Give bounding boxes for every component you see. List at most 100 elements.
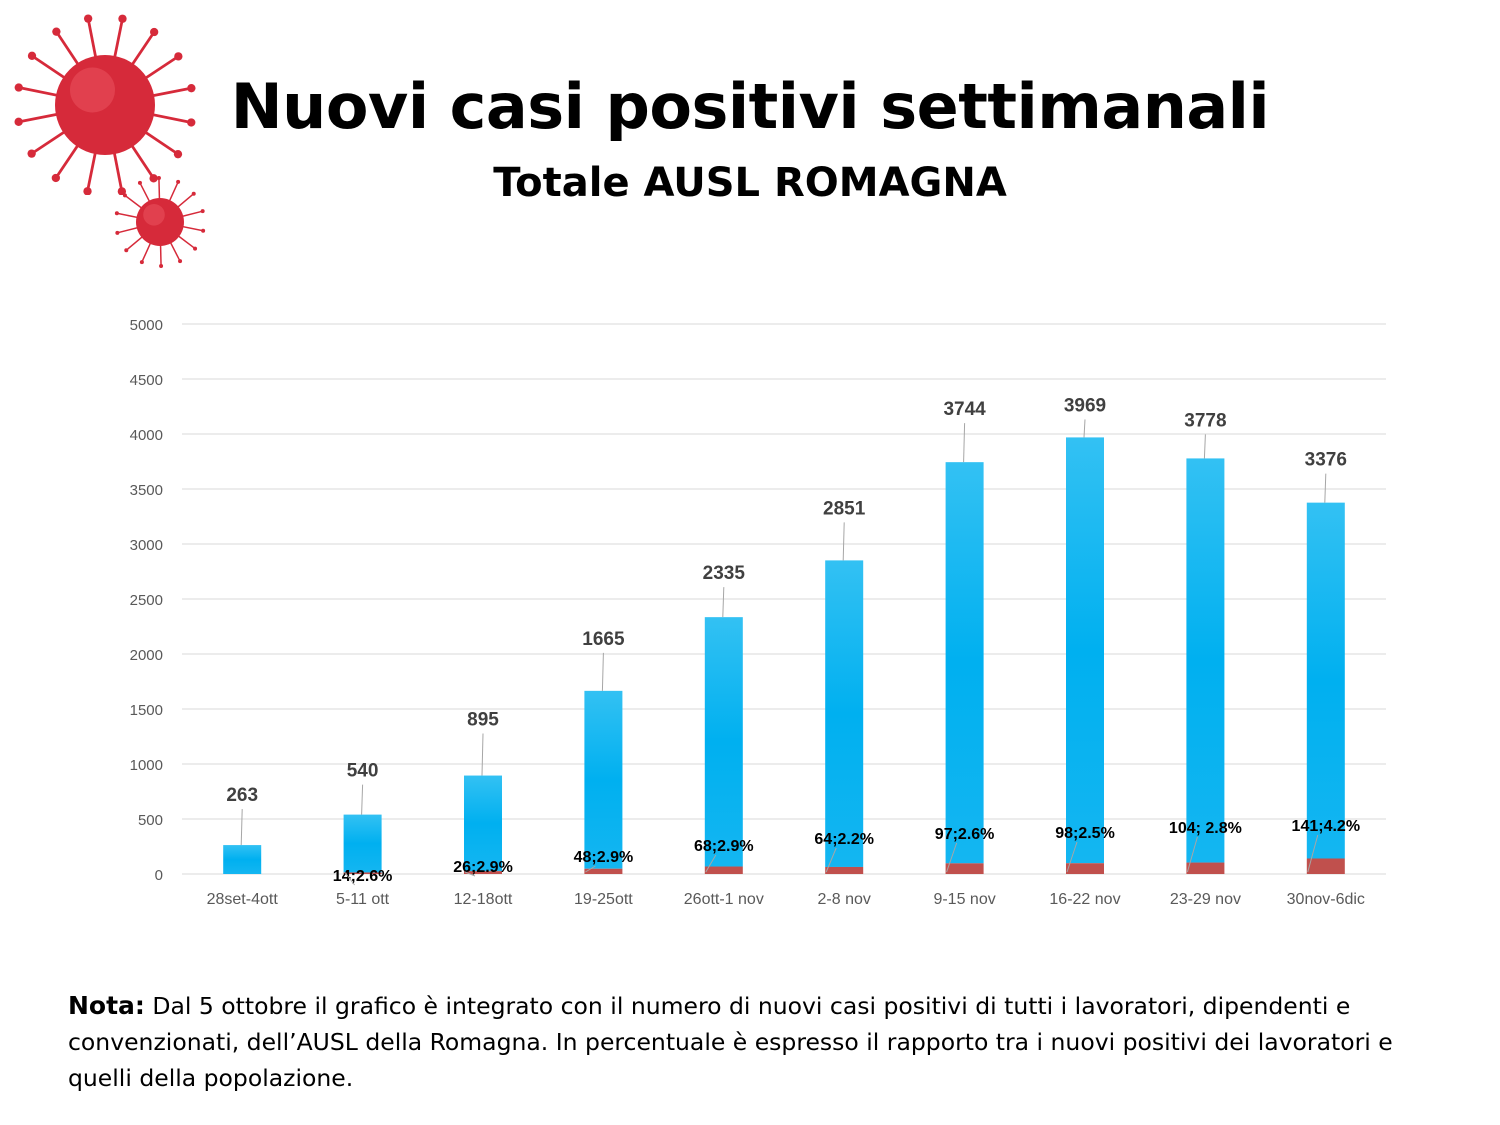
virus-spike-tip	[122, 193, 127, 198]
x-tick-label: 23-29 nov	[1170, 891, 1241, 908]
leader-line	[1324, 473, 1327, 503]
bar-workers	[945, 863, 984, 874]
y-tick-label: 4000	[130, 427, 163, 444]
leader-line	[481, 733, 484, 776]
value-label-population: 3778	[1184, 410, 1226, 431]
y-tick-label: 3000	[130, 537, 163, 554]
y-tick-label: 2500	[130, 592, 163, 609]
value-label-population: 2851	[823, 498, 866, 519]
value-label-population: 3376	[1305, 450, 1347, 471]
leader-line	[946, 842, 958, 873]
page-title: Nuovi casi positivi settimanali	[230, 70, 1270, 143]
virus-spike-tip	[187, 83, 196, 93]
virus-spike-tip	[156, 176, 161, 181]
virus-spike-tip	[137, 180, 142, 185]
bar-workers	[1306, 858, 1345, 874]
y-tick-label: 5000	[130, 317, 163, 334]
bar-population	[584, 690, 623, 869]
virus-spike-tip	[191, 191, 196, 196]
bar-chart: 0 500 1000 1500 2000 2500 3000 3500 4000 4500 5000…	[130, 317, 1386, 908]
y-tick-label: 4500	[130, 372, 163, 389]
footnote: Nota: Dal 5 ottobre il grafico è integra…	[68, 988, 1448, 1096]
leader-line	[963, 423, 966, 463]
bar-workers	[584, 868, 623, 874]
leader-line	[1066, 841, 1078, 873]
leader-line	[722, 587, 725, 618]
value-label-population: 263	[226, 785, 258, 806]
value-label-population: 1665	[582, 629, 625, 650]
y-tick-label: 3500	[130, 482, 163, 499]
virus-spike-tip	[124, 248, 129, 253]
virus-spike-tip	[117, 187, 127, 195]
x-tick-label: 9-15 nov	[933, 891, 995, 908]
virus-spike-tip	[14, 117, 23, 127]
bar-population	[945, 462, 984, 864]
x-tick-label: 5-11 ott	[336, 891, 390, 908]
virus-spike-tip	[139, 260, 144, 265]
value-label-population: 895	[467, 710, 499, 731]
value-label-workers: 64;2.2%	[814, 831, 874, 848]
y-tick-label: 1500	[130, 702, 163, 719]
virus-spike-tip	[200, 209, 205, 214]
virus-spike-tip	[115, 230, 120, 235]
virus-spike-tip	[178, 259, 183, 264]
virus-spike-tip	[159, 263, 164, 268]
value-label-workers: 104; 2.8%	[1169, 820, 1242, 837]
leader-line	[1203, 434, 1206, 459]
virus-spike-tip	[174, 52, 183, 61]
bar-population	[1306, 502, 1345, 859]
data-labels: 263 540 14;2.6% 895 26;2.9% 1665 48;2.9% 2335 68…	[226, 395, 1360, 886]
bar-population	[825, 560, 864, 867]
value-label-workers: 68;2.9%	[694, 838, 754, 855]
x-tick-label: 12-18ott	[454, 891, 513, 908]
virus-spike-tip	[83, 14, 93, 23]
virus-spike-tip	[149, 174, 158, 183]
virus-spike-tip	[52, 27, 61, 36]
virus-spike-tip	[187, 118, 196, 127]
value-label-population: 2335	[703, 563, 746, 584]
y-axis-ticks: 0 500 1000 1500 2000 2500 3000 3500 4000 4500 5000	[130, 317, 163, 884]
leader-line	[1083, 419, 1086, 438]
virus-spike-tip	[27, 51, 37, 61]
y-tick-label: 500	[138, 812, 163, 829]
leader-line	[240, 809, 243, 846]
virus-spike-tip	[173, 149, 183, 159]
leader-line	[705, 854, 717, 873]
value-label-workers: 48;2.9%	[574, 849, 634, 866]
bar-workers	[464, 871, 502, 874]
leader-line	[585, 865, 596, 873]
x-tick-label: 16-22 nov	[1049, 891, 1120, 908]
bar-workers	[1066, 863, 1104, 874]
virus-spike-tip	[201, 228, 206, 233]
bar-population	[464, 775, 502, 872]
bar-workers	[343, 872, 382, 874]
leader-line	[1186, 836, 1198, 873]
y-tick-label: 0	[155, 867, 163, 884]
bar-workers	[825, 866, 864, 874]
virus-spike-tip	[118, 14, 127, 23]
virus-spike-tip	[83, 187, 92, 195]
virus-spike-tip	[14, 83, 23, 92]
leader-line	[825, 847, 837, 873]
virus-highlight	[143, 204, 165, 226]
leader-line	[361, 784, 364, 815]
bar-workers	[704, 866, 743, 874]
virus-spike-tip	[176, 179, 181, 184]
virus-spike-tip	[193, 246, 198, 251]
virus-spike-tip	[149, 27, 159, 37]
value-label-workers: 97;2.6%	[935, 826, 995, 843]
leader-line	[842, 522, 845, 561]
bar-workers	[1186, 862, 1225, 874]
bar-population	[223, 845, 262, 874]
bar-population	[1066, 437, 1104, 864]
grid-lines	[182, 323, 1386, 875]
x-tick-label: 26ott-1 nov	[684, 891, 764, 908]
page-subtitle: Totale AUSL ROMAGNA	[493, 160, 1007, 206]
virus-highlight	[70, 67, 115, 113]
leader-line	[464, 871, 476, 877]
x-tick-label: 30nov-6dic	[1287, 891, 1365, 908]
value-label-population: 540	[347, 761, 379, 782]
y-tick-label: 2000	[130, 647, 163, 664]
virus-spike-tip	[51, 173, 61, 183]
